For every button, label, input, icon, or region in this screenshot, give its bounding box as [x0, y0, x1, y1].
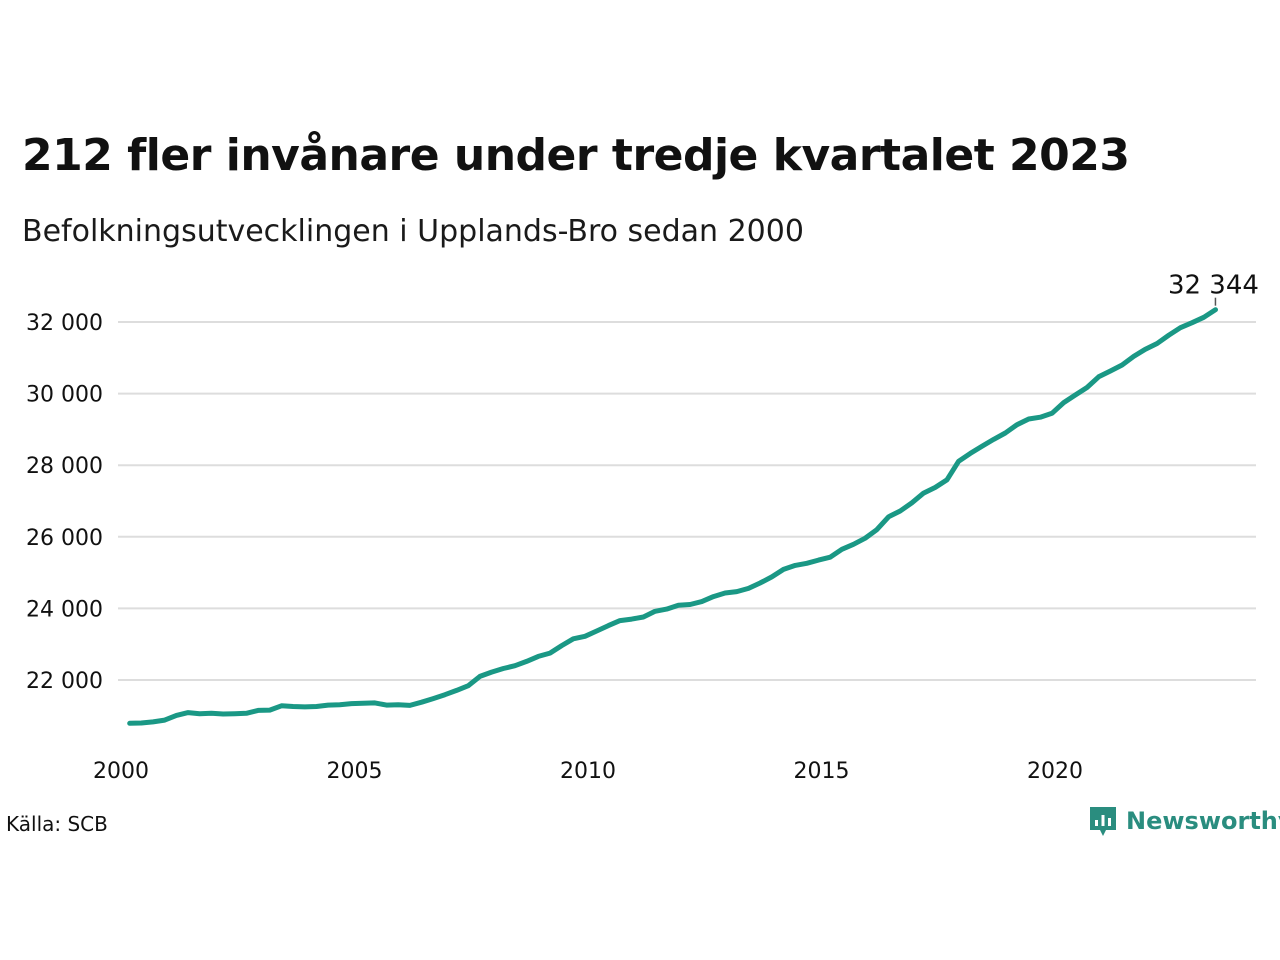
x-tick-label: 2020	[1027, 759, 1083, 784]
y-tick-label: 30 000	[26, 383, 103, 408]
chart-title: 212 fler invånare under tredje kvartalet…	[22, 130, 1130, 181]
population-line	[127, 307, 1218, 726]
brand-name: Newsworthy	[1126, 807, 1280, 835]
newsworthy-icon	[1090, 807, 1116, 836]
brand-logo: Newsworthy	[1088, 804, 1280, 838]
x-tick-label: 2010	[560, 759, 616, 784]
source-note: Källa: SCB	[6, 812, 108, 836]
y-tick-label: 32 000	[26, 311, 103, 336]
y-tick-label: 28 000	[26, 454, 103, 479]
chart-subtitle: Befolkningsutvecklingen i Upplands-Bro s…	[22, 214, 804, 249]
y-tick-label: 26 000	[26, 526, 103, 551]
x-tick-label: 2005	[327, 759, 383, 784]
x-tick-label: 2015	[794, 759, 850, 784]
y-tick-label: 22 000	[26, 669, 103, 694]
y-tick-label: 24 000	[26, 597, 103, 622]
x-tick-label: 2000	[93, 759, 149, 784]
end-value-label: 32 344	[1168, 271, 1259, 301]
